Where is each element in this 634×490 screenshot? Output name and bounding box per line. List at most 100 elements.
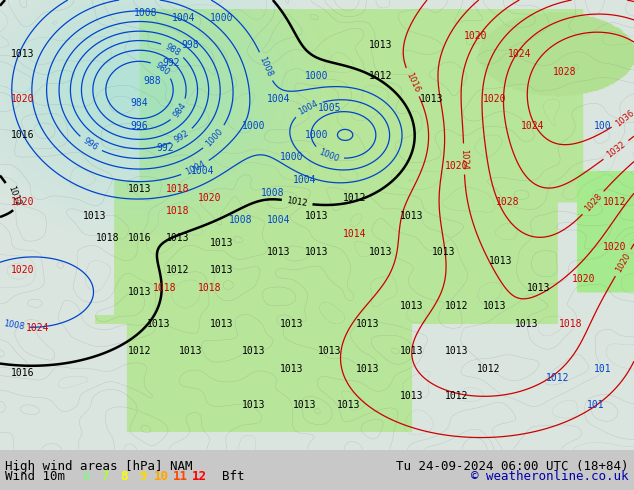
Text: 7: 7	[101, 470, 108, 483]
Text: 1012: 1012	[286, 196, 308, 208]
Text: 1013: 1013	[400, 391, 424, 401]
Text: 1018: 1018	[165, 206, 190, 217]
Text: 1024: 1024	[26, 323, 50, 333]
Text: 1020: 1020	[482, 94, 507, 104]
Text: 1018: 1018	[96, 233, 120, 244]
Text: 988: 988	[143, 76, 161, 86]
Text: 998: 998	[181, 40, 199, 50]
Text: 1000: 1000	[318, 147, 340, 163]
Text: 1013: 1013	[419, 94, 443, 104]
Text: 1013: 1013	[146, 319, 171, 329]
Text: 1000: 1000	[305, 130, 329, 140]
Text: 984: 984	[131, 98, 148, 108]
Text: 1013: 1013	[280, 364, 304, 374]
Text: Wind 10m: Wind 10m	[5, 470, 65, 483]
Text: 1000: 1000	[305, 72, 329, 81]
Text: 1000: 1000	[204, 126, 225, 148]
Text: 6: 6	[82, 470, 89, 483]
Text: 1028: 1028	[495, 197, 519, 207]
Text: 1016: 1016	[10, 130, 34, 140]
Text: 1004: 1004	[191, 166, 215, 176]
Text: 1013: 1013	[337, 400, 361, 410]
Text: 1024: 1024	[459, 148, 469, 170]
Text: 1013: 1013	[305, 247, 329, 257]
Text: 1013: 1013	[127, 184, 152, 194]
Text: 992: 992	[162, 58, 180, 68]
Text: 1014: 1014	[343, 229, 367, 239]
Text: 1004: 1004	[297, 99, 320, 117]
Text: 1012: 1012	[546, 373, 570, 383]
Text: Bft: Bft	[222, 470, 244, 483]
Text: 1013: 1013	[489, 256, 513, 266]
Text: 1004: 1004	[267, 216, 291, 225]
Text: 1028: 1028	[552, 67, 576, 77]
Text: 1036: 1036	[613, 108, 634, 128]
Text: 1020: 1020	[603, 243, 627, 252]
Text: 1024: 1024	[521, 121, 545, 131]
Text: 1013: 1013	[178, 346, 202, 356]
Text: 1013: 1013	[527, 283, 551, 293]
Text: 1016: 1016	[404, 71, 421, 94]
Text: 1004: 1004	[267, 94, 291, 104]
Text: 1013: 1013	[356, 364, 380, 374]
Text: 101: 101	[593, 364, 611, 374]
Text: 1020: 1020	[10, 197, 34, 207]
Text: 1012: 1012	[444, 391, 469, 401]
Text: 1004: 1004	[172, 13, 196, 23]
Text: 1020: 1020	[571, 274, 595, 284]
Text: 1013: 1013	[242, 400, 266, 410]
Text: 1028: 1028	[583, 192, 604, 214]
Text: 1013: 1013	[432, 247, 456, 257]
Text: 988: 988	[164, 42, 182, 58]
Text: 12: 12	[192, 470, 207, 483]
Text: 1013: 1013	[83, 211, 107, 221]
Text: 1013: 1013	[210, 265, 234, 275]
Text: 1013: 1013	[305, 211, 329, 221]
Text: 1013: 1013	[444, 346, 469, 356]
Text: 1004: 1004	[292, 175, 316, 185]
Text: 1013: 1013	[165, 233, 190, 244]
Text: 1005: 1005	[318, 103, 342, 113]
Text: 1004: 1004	[184, 160, 207, 177]
Text: 1020: 1020	[444, 161, 469, 172]
Text: 1012: 1012	[476, 364, 500, 374]
Text: 1020: 1020	[614, 251, 632, 274]
Text: 1008: 1008	[229, 216, 253, 225]
Text: 1013: 1013	[242, 346, 266, 356]
Text: 1020: 1020	[197, 193, 221, 203]
Text: 1012: 1012	[343, 193, 367, 203]
Text: 1013: 1013	[368, 247, 392, 257]
Text: 984: 984	[171, 101, 188, 120]
Text: 1013: 1013	[400, 346, 424, 356]
Text: 1016: 1016	[127, 233, 152, 244]
Text: 1008: 1008	[3, 319, 25, 332]
Text: 1013: 1013	[400, 301, 424, 311]
Text: 1013: 1013	[400, 211, 424, 221]
Text: 101: 101	[587, 400, 605, 410]
Text: 1000: 1000	[210, 13, 234, 23]
Text: 1008: 1008	[261, 189, 285, 198]
Text: 1012: 1012	[165, 265, 190, 275]
Text: 8: 8	[120, 470, 127, 483]
Text: 1018: 1018	[197, 283, 221, 293]
Text: 11: 11	[173, 470, 188, 483]
Text: 100: 100	[593, 121, 611, 131]
Text: 1013: 1013	[292, 400, 316, 410]
Text: 1020: 1020	[463, 31, 488, 41]
Text: 1008: 1008	[134, 8, 158, 19]
Text: 1008: 1008	[257, 55, 274, 78]
Text: 9: 9	[139, 470, 146, 483]
Text: 1013: 1013	[356, 319, 380, 329]
Text: 1013: 1013	[210, 238, 234, 248]
Text: 1032: 1032	[605, 140, 627, 160]
Text: 1016: 1016	[10, 368, 34, 378]
Text: 1013: 1013	[10, 49, 34, 59]
Text: © weatheronline.co.uk: © weatheronline.co.uk	[472, 470, 629, 483]
Text: 1018: 1018	[559, 319, 583, 329]
Text: 1012: 1012	[6, 185, 22, 207]
Text: 1000: 1000	[280, 152, 304, 163]
Text: 980: 980	[153, 60, 171, 77]
Text: 1012: 1012	[368, 72, 392, 81]
Text: 1012: 1012	[127, 346, 152, 356]
Text: 1000: 1000	[242, 121, 266, 131]
